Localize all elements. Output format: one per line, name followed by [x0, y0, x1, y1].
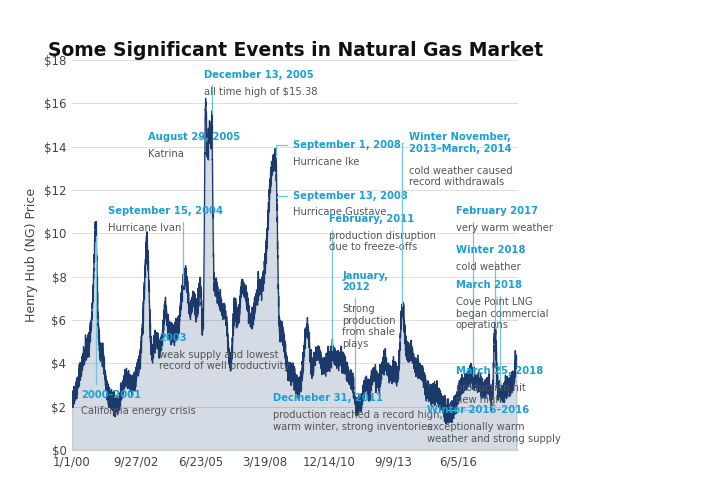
Text: September 15, 2004: September 15, 2004: [108, 206, 222, 284]
Text: September 13, 2008: September 13, 2008: [277, 190, 408, 200]
Text: all time high of $15.38: all time high of $15.38: [204, 86, 318, 97]
Text: September 1, 2008: September 1, 2008: [276, 140, 401, 154]
Text: Winter 2018: Winter 2018: [456, 245, 526, 328]
Text: very warm weather: very warm weather: [456, 223, 553, 233]
Text: weak supply and lowest
record of well productivity: weak supply and lowest record of well pr…: [159, 350, 289, 372]
Title: Some Significant Events in Natural Gas Market: Some Significant Events in Natural Gas M…: [48, 41, 543, 60]
Text: August 29, 2005: August 29, 2005: [148, 132, 240, 142]
Text: California energy crisis: California energy crisis: [81, 406, 196, 416]
Text: March 2018: March 2018: [456, 280, 522, 386]
Text: Hurricane Ivan: Hurricane Ivan: [108, 223, 181, 233]
Text: January,
2012: January, 2012: [342, 270, 388, 395]
Text: Hurricane Ike: Hurricane Ike: [293, 156, 359, 166]
Text: Cove Point LNG
began commercial
operations: Cove Point LNG began commercial operatio…: [456, 297, 549, 330]
Text: production hit
new high: production hit new high: [456, 383, 526, 404]
Text: Winter November,
2013–March, 2014: Winter November, 2013–March, 2014: [402, 132, 512, 306]
Y-axis label: Henry Hub (NG) Price: Henry Hub (NG) Price: [25, 188, 38, 322]
Text: cold weather: cold weather: [456, 262, 521, 272]
Text: Decmeber 31, 2011: Decmeber 31, 2011: [273, 390, 383, 404]
Text: 2000–2001: 2000–2001: [81, 236, 141, 400]
Text: February 2017: February 2017: [456, 206, 538, 376]
Text: December 13, 2005: December 13, 2005: [204, 70, 313, 114]
Text: production disruption
due to freeze-offs: production disruption due to freeze-offs: [328, 231, 436, 252]
Text: production reached a record high,
warm winter, strong inventories: production reached a record high, warm w…: [273, 410, 443, 432]
Text: 2003: 2003: [159, 333, 186, 348]
Text: Strong
production
from shale
plays: Strong production from shale plays: [342, 304, 395, 349]
Text: February, 2011: February, 2011: [328, 214, 414, 350]
Text: Katrina: Katrina: [148, 149, 184, 159]
Text: exceptionally warm
weather and strong supply: exceptionally warm weather and strong su…: [427, 422, 561, 444]
Text: March 25, 2018: March 25, 2018: [456, 366, 543, 386]
Text: Hurricane Gustave: Hurricane Gustave: [293, 208, 387, 218]
Text: cold weather caused
record withdrawals: cold weather caused record withdrawals: [409, 166, 513, 188]
Text: Winter 2015–2016: Winter 2015–2016: [427, 405, 529, 415]
